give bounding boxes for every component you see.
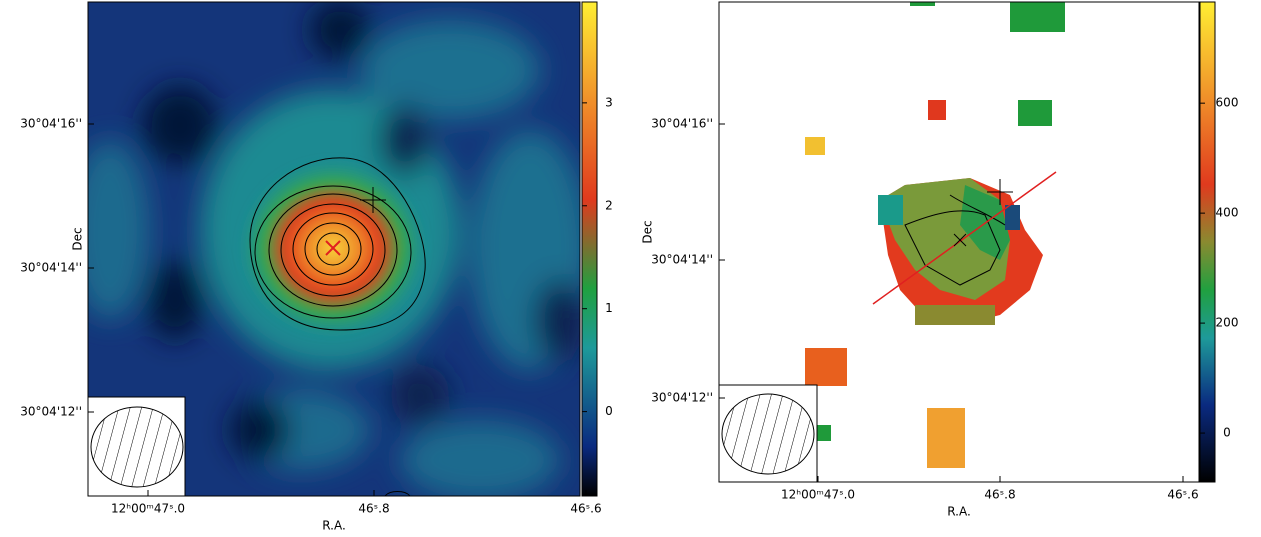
x-axis-label: R.A.	[947, 505, 971, 519]
x-tick-label: 46ˢ.6	[1167, 488, 1198, 502]
y-tick-label: 30°04'16''	[20, 117, 82, 131]
x-axis-label: R.A.	[322, 519, 346, 533]
y-tick-label: 30°04'14''	[651, 253, 713, 267]
x-tick-label: 46ˢ.8	[358, 502, 389, 516]
y-axis-label: Dec	[641, 220, 655, 243]
x-tick-label: 46ˢ.6	[570, 502, 601, 516]
velocity-map	[719, 2, 1199, 482]
y-tick-label: 30°04'12''	[20, 405, 82, 419]
colorbar	[581, 1, 598, 497]
x-tick-label: 12ʰ00ᵐ47ˢ.0	[781, 488, 855, 502]
colorbar-tick-label: 1	[605, 301, 613, 315]
colorbar	[1199, 1, 1216, 483]
intensity-map	[88, 2, 580, 496]
colorbar-tick-label: 2	[605, 198, 613, 212]
y-tick-label: 30°04'12''	[651, 391, 713, 405]
y-tick-label: 30°04'14''	[20, 261, 82, 275]
y-axis-label: Dec	[71, 227, 85, 250]
colorbar-tick-label: 600	[1216, 96, 1239, 110]
x-tick-label: 46ˢ.8	[984, 488, 1015, 502]
colorbar-tick-label: 400	[1216, 206, 1239, 220]
colorbar-tick-label: 3	[605, 95, 613, 109]
colorbar-tick-label: 0	[605, 404, 613, 418]
colorbar-tick-label: 0	[1223, 426, 1231, 440]
y-tick-label: 30°04'16''	[651, 117, 713, 131]
x-tick-label: 12ʰ00ᵐ47ˢ.0	[111, 502, 185, 516]
colorbar-tick-label: 200	[1216, 316, 1239, 330]
